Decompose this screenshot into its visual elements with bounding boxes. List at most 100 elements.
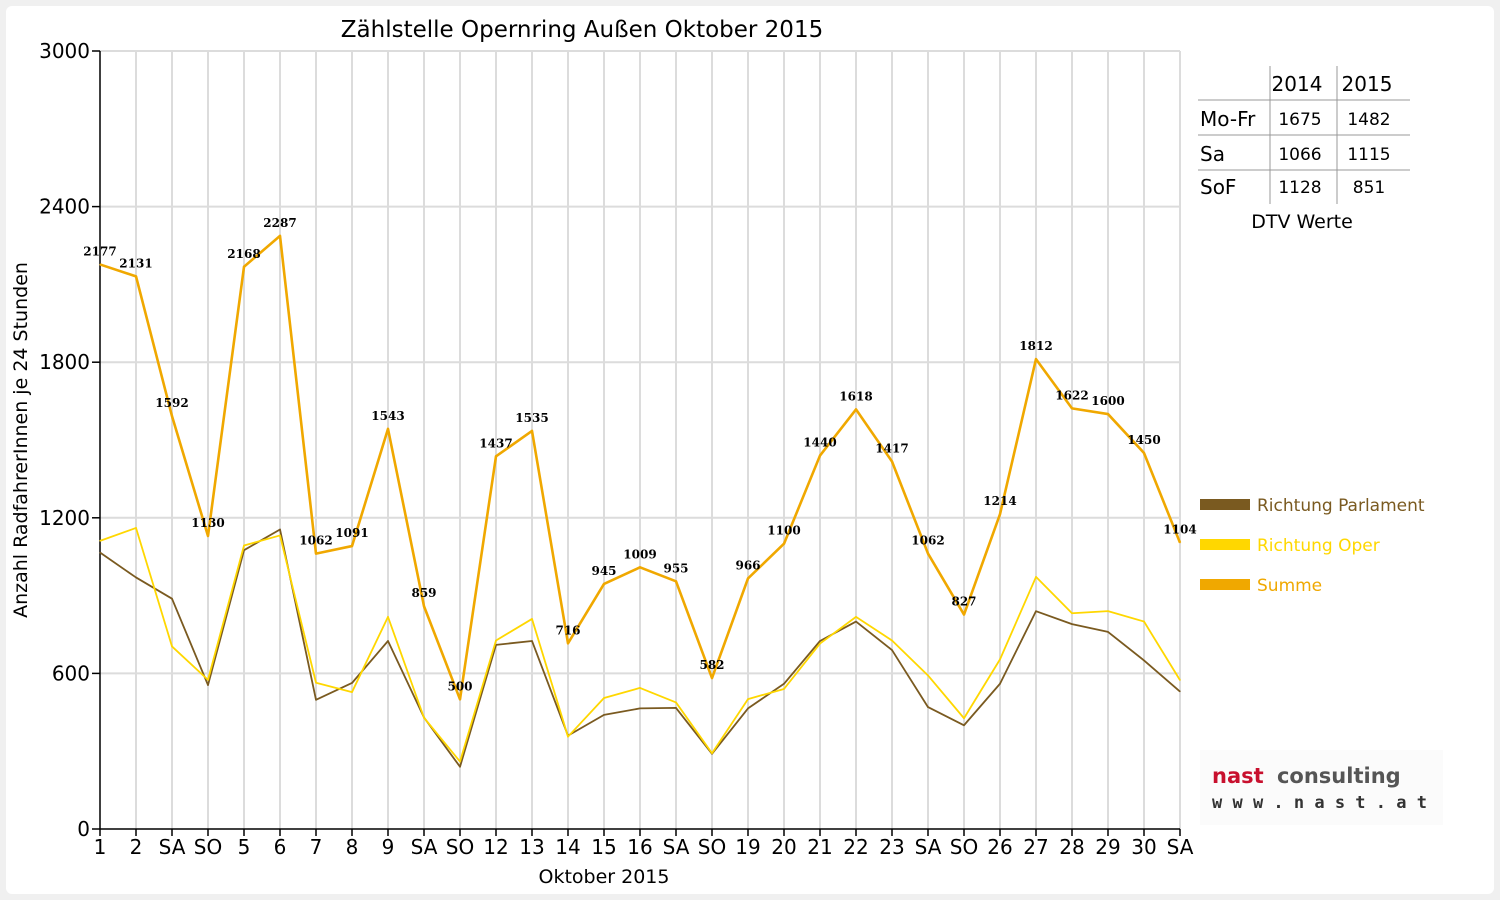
legend-swatch (1200, 579, 1250, 590)
chart-frame (6, 6, 1494, 894)
y-tick-label: 1800 (39, 350, 90, 374)
data-point (279, 534, 281, 537)
legend-label: Richtung Oper (1257, 536, 1380, 556)
data-point (1071, 612, 1073, 614)
x-tick-label: 1 (94, 835, 107, 859)
x-tick-label: 9 (382, 835, 395, 859)
data-point (171, 645, 173, 648)
data-point (459, 766, 461, 768)
data-label: 2287 (263, 216, 296, 230)
data-point (675, 707, 677, 709)
data-point (567, 642, 569, 644)
data-label: 945 (591, 564, 616, 578)
y-tick-label: 1200 (39, 506, 90, 530)
data-point (1143, 452, 1145, 454)
x-tick-label: 28 (1059, 835, 1084, 859)
data-point (135, 576, 137, 579)
data-point (999, 683, 1001, 685)
data-point (315, 699, 317, 701)
data-point (819, 640, 821, 642)
data-labels: 2177213115921130216822871062109115438595… (83, 216, 1196, 693)
data-point (855, 616, 857, 618)
data-label: 582 (699, 658, 724, 672)
data-point (963, 613, 965, 616)
x-axis-label: Oktober 2015 (539, 866, 670, 888)
data-label: 2177 (83, 244, 116, 258)
data-point (639, 707, 641, 710)
data-label: 859 (411, 586, 436, 600)
data-point (855, 620, 857, 623)
data-point (171, 598, 173, 600)
data-point (495, 455, 497, 457)
data-point (603, 697, 605, 699)
data-label: 1812 (1019, 339, 1052, 353)
dtv-mofr-2014: 1675 (1278, 110, 1321, 130)
logo-background (1200, 750, 1443, 825)
nast-consulting-logo: nast consulting w w w . n a s t . a t (1200, 750, 1443, 825)
data-point (1179, 542, 1181, 544)
data-label: 1535 (515, 411, 548, 425)
x-tick-label: 2 (130, 835, 143, 859)
data-point (891, 649, 893, 651)
data-point (639, 687, 641, 689)
data-point (531, 618, 533, 620)
grid (100, 50, 1181, 829)
data-point (1107, 610, 1109, 612)
data-point (459, 698, 461, 700)
dtv-row-label-mofr: Mo-Fr (1200, 107, 1256, 131)
data-label: 1622 (1055, 388, 1088, 402)
data-point (351, 682, 353, 684)
data-label: 1009 (623, 547, 656, 561)
data-point (927, 552, 929, 555)
dtv-sa-2014: 1066 (1278, 145, 1321, 165)
data-point (999, 513, 1001, 515)
data-point (1107, 413, 1109, 415)
x-tick-label: 12 (483, 835, 508, 859)
data-point (99, 551, 101, 554)
data-point (783, 688, 785, 690)
data-point (891, 460, 893, 463)
data-label: 2168 (227, 247, 260, 261)
data-label: 1417 (875, 442, 908, 456)
data-point (531, 640, 533, 642)
x-tick-label: SO (698, 835, 726, 859)
data-point (927, 674, 929, 677)
x-tick-label: SA (159, 835, 186, 859)
data-point (315, 682, 317, 684)
logo-url: w w w . n a s t . a t (1212, 793, 1427, 813)
data-label: 827 (951, 595, 976, 609)
y-tick-label: 0 (77, 817, 90, 841)
data-label: 1543 (371, 409, 404, 423)
dtv-sof-2014: 1128 (1278, 178, 1321, 198)
x-tick-label: 14 (555, 835, 580, 859)
data-point (855, 408, 857, 410)
data-point (1179, 690, 1181, 693)
data-point (639, 566, 641, 568)
data-point (963, 724, 965, 726)
data-point (1035, 576, 1037, 578)
data-point (279, 235, 281, 237)
data-label: 1600 (1091, 394, 1124, 408)
data-label: 1130 (191, 516, 224, 530)
data-point (1035, 358, 1037, 360)
data-label: 1437 (479, 436, 512, 450)
dtv-caption: DTV Werte (1251, 211, 1353, 233)
data-point (243, 544, 245, 547)
legend: Richtung Parlament Richtung Oper Summe (1200, 496, 1425, 596)
data-point (783, 683, 785, 685)
data-label: 1104 (1163, 523, 1196, 537)
data-label: 1618 (839, 389, 872, 403)
data-point (711, 677, 713, 679)
legend-swatch (1200, 499, 1250, 510)
data-point (315, 552, 317, 555)
data-point (171, 415, 173, 417)
y-tick-label: 3000 (39, 39, 90, 63)
x-tick-label: 13 (519, 835, 544, 859)
axes (92, 50, 1181, 836)
logo-consulting: consulting (1277, 764, 1401, 788)
data-label: 1100 (767, 524, 800, 538)
dtv-row-label-sof: SoF (1200, 175, 1236, 199)
data-point (207, 679, 209, 681)
data-label: 955 (663, 561, 688, 575)
